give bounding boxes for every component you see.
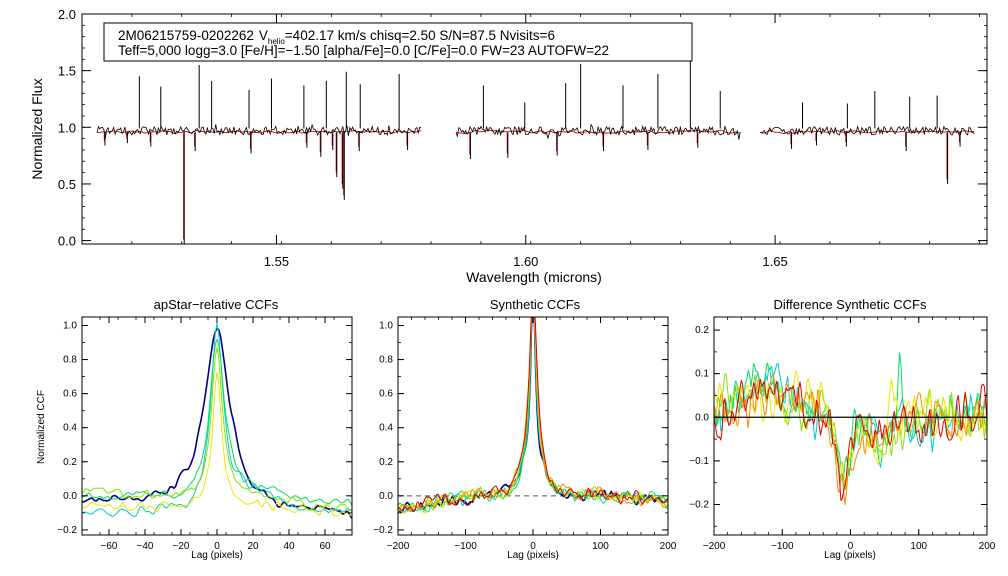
x-tick-label: 100	[910, 541, 927, 552]
apstar-ccf-x-label: Lag (pixels)	[191, 550, 243, 561]
x-tick-label: −100	[454, 541, 477, 552]
synthetic-ccf-frame	[397, 316, 669, 536]
y-tick-label: 0.2	[379, 457, 393, 468]
y-tick-label: −0.1	[689, 456, 709, 467]
spectrum-frame	[81, 13, 988, 245]
x-tick-label: −40	[137, 541, 154, 552]
x-tick-label: 0	[214, 541, 220, 552]
x-tick-label: 60	[319, 541, 331, 552]
difference-ccf-panel: Difference Synthetic CCFs −200 −100 0 100 20…	[689, 297, 996, 561]
apstar-ccf-title: apStar−relative CCFs	[154, 297, 279, 312]
difference-ccf-x-label: Lag (pixels)	[824, 550, 876, 561]
info-v-prefix: V	[259, 28, 268, 43]
x-tick-label: 1.55	[264, 254, 289, 269]
x-tick-label: 0	[848, 541, 854, 552]
x-tick-label: −100	[771, 541, 794, 552]
synthetic-ccf-axes: −200 −100 0 100 200 −0.2 0.0 0.2 0.4 0.6 0.8 1.0	[373, 317, 677, 552]
x-tick-label: 200	[660, 541, 677, 552]
synthetic-ccf-data	[398, 317, 668, 514]
y-tick-label: 0.8	[379, 355, 393, 366]
info-line-1: 2M06215759-0202262 Vhelio=402.17 km/s chi…	[118, 28, 555, 46]
difference-ccf-axes: −200 −100 0 100 200 −0.2 −0.1 0.0 0.1 0.2	[689, 317, 996, 552]
synthetic-ccf-x-label: Lag (pixels)	[507, 550, 559, 561]
ccf-difference-visit-7	[714, 378, 987, 501]
y-tick-label: −0.2	[373, 525, 393, 536]
info-star-id: 2M06215759-0202262	[118, 28, 254, 43]
apstar-ccf-frame	[81, 316, 353, 536]
difference-ccf-frame	[713, 316, 988, 536]
y-tick-label: 0.1	[695, 369, 709, 380]
info-box-frame	[103, 22, 693, 62]
ccf-apstar-visit-3	[82, 338, 352, 506]
y-tick-label: −0.2	[689, 499, 709, 510]
observed-spectrum-chip-2	[455, 123, 741, 140]
apstar-ccf-y-label: Normalized CCF	[36, 390, 47, 464]
ccf-synthetic-visit-6	[398, 317, 668, 512]
x-tick-label: −200	[387, 541, 410, 552]
apstar-ccf-panel: apStar−relative CCFs −60 −40 −20 0 20 40 60 −0.…	[36, 297, 353, 561]
x-tick-label: 0	[530, 541, 536, 552]
x-tick-label: 200	[979, 541, 996, 552]
ccf-apstar-visit-5	[82, 371, 352, 517]
apstar-ccf-data	[82, 323, 352, 519]
y-tick-label: −0.2	[57, 525, 77, 536]
x-tick-label: 1.60	[513, 254, 538, 269]
x-tick-label: 1.65	[762, 254, 787, 269]
y-tick-label: 1.0	[63, 321, 77, 332]
ccf-difference-visit-5	[714, 370, 987, 485]
x-tick-label: 40	[283, 541, 295, 552]
y-tick-label: 2.0	[58, 7, 76, 22]
y-tick-label: 0.5	[58, 177, 76, 192]
ccf-synthetic-visit-7	[398, 317, 668, 512]
y-tick-label: 0.2	[695, 325, 709, 336]
info-stats: =402.17 km/s chisq=2.50 S/N=87.5 Nvisits…	[285, 28, 555, 43]
y-tick-label: 0.0	[379, 491, 393, 502]
y-tick-label: 0.4	[63, 423, 77, 434]
y-tick-label: 0.0	[63, 491, 77, 502]
difference-ccf-title: Difference Synthetic CCFs	[774, 297, 927, 312]
y-tick-label: 1.5	[58, 64, 76, 79]
x-tick-label: −20	[173, 541, 190, 552]
y-tick-label: 1.0	[58, 120, 76, 135]
spectrum-data	[96, 59, 975, 244]
synthetic-ccf-title: Synthetic CCFs	[490, 297, 581, 312]
y-tick-label: 0.2	[63, 457, 77, 468]
ccf-apstar-visit-1	[82, 327, 352, 519]
y-tick-label: 0.0	[58, 234, 76, 249]
synthetic-ccf-panel: Synthetic CCFs −200 −100 0 100 200 −0.2 0.0 0.2…	[373, 297, 677, 561]
info-box: 2M06215759-0202262 Vhelio=402.17 km/s chi…	[103, 22, 693, 62]
x-tick-label: −200	[703, 541, 726, 552]
x-tick-label: 100	[592, 541, 609, 552]
difference-ccf-data	[714, 352, 987, 506]
observed-spectrum-chip-3	[760, 125, 975, 136]
y-tick-label: 0.6	[379, 389, 393, 400]
spectrum-x-label: Wavelength (microns)	[466, 269, 602, 285]
observed-spectrum-chip-1	[96, 123, 422, 139]
spectrum-panel: 1.55 1.60 1.65 0.0 0.5 1.0 1.5 2.0 2M06215759-0…	[29, 7, 988, 285]
y-tick-label: 0.4	[379, 423, 393, 434]
y-tick-label: 0.8	[63, 355, 77, 366]
y-tick-label: 0.0	[695, 412, 709, 423]
x-tick-label: −60	[101, 541, 118, 552]
y-tick-label: 0.6	[63, 389, 77, 400]
y-tick-label: 1.0	[379, 321, 393, 332]
info-v-subscript: helio	[268, 37, 285, 46]
x-tick-label: 20	[247, 541, 259, 552]
spectrum-y-label: Normalized Flux	[29, 78, 45, 179]
spectrum-axes: 1.55 1.60 1.65 0.0 0.5 1.0 1.5 2.0	[58, 7, 987, 269]
info-line-2: Teff=5,000 logg=3.0 [Fe/H]=−1.50 [alpha/…	[118, 43, 609, 58]
